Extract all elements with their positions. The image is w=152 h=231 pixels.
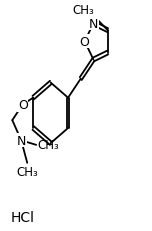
Text: CH₃: CH₃ bbox=[38, 139, 59, 152]
Text: O: O bbox=[80, 36, 90, 49]
Text: HCl: HCl bbox=[10, 210, 34, 224]
Text: O: O bbox=[18, 98, 28, 111]
Text: N: N bbox=[89, 18, 98, 30]
Text: CH₃: CH₃ bbox=[16, 165, 38, 178]
Text: CH₃: CH₃ bbox=[73, 3, 94, 16]
Text: N: N bbox=[17, 134, 26, 147]
